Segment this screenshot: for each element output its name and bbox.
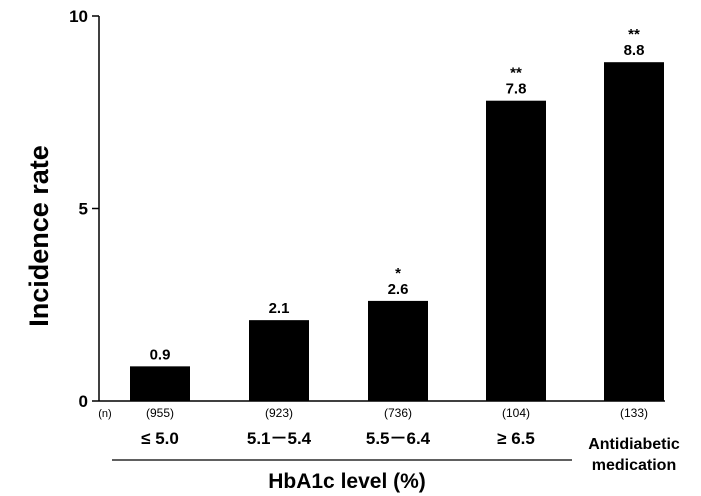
bar (604, 62, 664, 401)
n-prefix-label: (n) (98, 408, 111, 420)
significance-marker: ** (510, 65, 522, 82)
x-axis-labels: (955) ≤ 5.0 (923) 5.1－5.4 (736) 5.5－6.4 (104) ≥… (141, 406, 680, 474)
bar (249, 320, 309, 401)
y-tick-label: 0 (79, 392, 88, 411)
category-label: Antidiabetic (588, 436, 680, 453)
category-label: medication (592, 457, 676, 474)
category-label: ≥ 6.5 (497, 429, 535, 448)
bar-value-label: 0.9 (150, 346, 171, 363)
y-axis-ticks: 0 5 10 (69, 7, 99, 411)
bar (486, 100, 546, 401)
sample-size-label: (923) (265, 406, 293, 420)
y-axis-title: Incidence rate (24, 145, 54, 327)
bar-value-label: 2.6 (388, 281, 409, 298)
sample-size-label: (736) (384, 406, 412, 420)
sample-size-label: (133) (620, 406, 648, 420)
sample-size-label: (104) (502, 406, 530, 420)
bar-value-label: 8.8 (624, 42, 645, 59)
bar-value-label: 7.8 (506, 81, 527, 98)
category-label: 5.1－5.4 (247, 429, 312, 448)
group-label-hba1c: HbA1c level (%) (268, 470, 426, 493)
bar (368, 300, 428, 401)
y-tick-label: 5 (79, 200, 88, 219)
y-tick-label: 10 (69, 7, 88, 26)
significance-marker: ** (628, 26, 640, 43)
significance-marker: * (395, 265, 401, 282)
bar-value-label: 2.1 (269, 300, 290, 317)
bars: 0.92.12.6*7.8**8.8** (130, 26, 664, 401)
sample-size-label: (955) (146, 406, 174, 420)
bar (130, 366, 190, 401)
category-label: ≤ 5.0 (141, 429, 179, 448)
category-label: 5.5－6.4 (366, 429, 431, 448)
